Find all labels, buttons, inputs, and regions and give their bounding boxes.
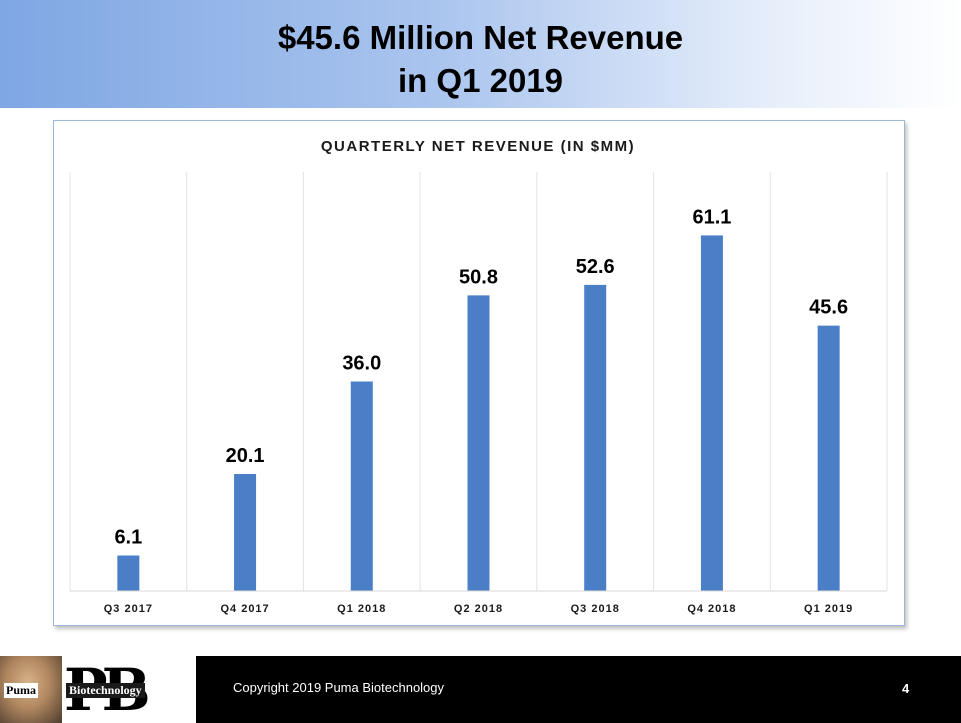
slide-subtitle: in Q1 2019 (397, 62, 564, 99)
value-label: 20.1 (226, 445, 265, 467)
bar-q1-2019 (817, 325, 840, 591)
value-label: 45.6 (809, 297, 848, 319)
x-tick-label: Q4 2018 (687, 603, 736, 615)
bar-q3-2018 (584, 284, 607, 591)
x-tick-label: Q1 2018 (337, 603, 386, 615)
slide-footer: PB Puma Biotechnology Copyright 2019 Pum… (0, 656, 961, 723)
slide-header: $45.6 Million Net Revenue in Q1 2019 (0, 0, 961, 108)
chart-title: QUARTERLY NET REVENUE (IN $MM) (321, 138, 635, 155)
x-tick-label: Q2 2018 (454, 603, 503, 615)
x-tick-label: Q3 2017 (104, 603, 153, 615)
bar-q3-2017 (117, 555, 140, 591)
x-tick-label: Q1 2019 (804, 603, 853, 615)
value-labels: 6.1 20.1 36.0 50.8 52.6 61.1 45.6 (114, 206, 848, 548)
company-logo: PB Puma Biotechnology (0, 656, 196, 723)
value-label: 61.1 (692, 206, 731, 228)
value-label: 6.1 (114, 527, 142, 549)
x-tick-label: Q3 2018 (571, 603, 620, 615)
bars (117, 235, 840, 591)
gridlines (69, 172, 888, 591)
value-label: 50.8 (459, 266, 498, 288)
value-label: 52.6 (576, 256, 615, 278)
page-number: 4 (902, 681, 910, 696)
x-tick-label: Q4 2017 (220, 603, 269, 615)
x-tick-labels: Q3 2017 Q4 2017 Q1 2018 Q2 2018 Q3 2018 Q4 20… (104, 603, 853, 615)
bar-q4-2018 (700, 235, 723, 591)
logo-word-puma: Puma (4, 683, 38, 698)
bar-q4-2017 (234, 474, 257, 591)
bar-q1-2018 (350, 381, 373, 591)
slide-title: $45.6 Million Net Revenue (277, 19, 684, 56)
value-label: 36.0 (342, 353, 381, 375)
copyright-text: Copyright 2019 Puma Biotechnology (233, 680, 445, 695)
bar-q2-2018 (467, 295, 490, 591)
logo-word-biotechnology: Biotechnology (66, 683, 145, 698)
